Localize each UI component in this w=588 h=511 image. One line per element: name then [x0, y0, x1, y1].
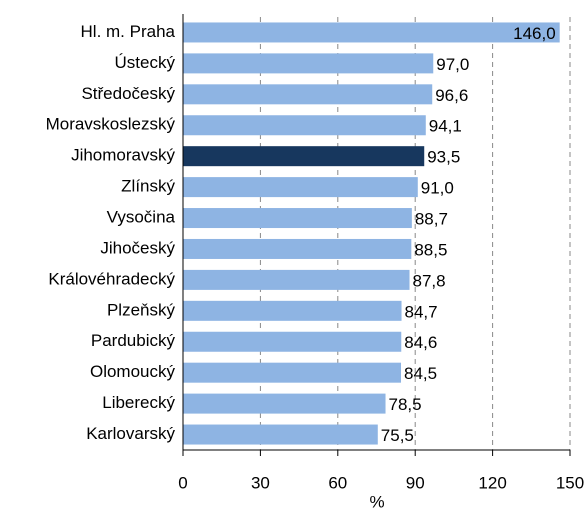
x-axis-label: % — [369, 492, 384, 511]
bar — [183, 208, 412, 229]
y-tick-label: Pardubický — [91, 331, 176, 350]
y-tick-label: Moravskoslezský — [46, 115, 176, 134]
value-label: 97,0 — [436, 55, 469, 74]
bar — [183, 238, 412, 259]
bar — [183, 84, 433, 105]
bar — [183, 362, 402, 383]
bar — [183, 177, 418, 198]
value-label: 78,5 — [389, 395, 422, 414]
value-label: 96,6 — [435, 86, 468, 105]
x-tick-label: 90 — [406, 473, 425, 492]
y-tick-label: Jihomoravský — [71, 146, 175, 165]
x-tick-label: 0 — [178, 473, 187, 492]
y-tick-label: Královéhradecký — [48, 269, 175, 288]
bar — [183, 146, 425, 167]
bar — [183, 53, 434, 74]
y-tick-label: Liberecký — [102, 393, 175, 412]
y-tick-label: Karlovarský — [86, 424, 175, 443]
bar — [183, 300, 402, 321]
x-tick-label: 120 — [478, 473, 506, 492]
bar — [183, 393, 386, 414]
value-label: 146,0 — [513, 24, 556, 43]
bar — [183, 269, 410, 290]
value-label: 94,1 — [429, 117, 462, 136]
y-tick-label: Hl. m. Praha — [81, 22, 176, 41]
y-tick-label: Olomoucký — [90, 362, 176, 381]
y-tick-label: Jihočeský — [100, 238, 175, 257]
value-label: 88,7 — [415, 210, 448, 229]
value-label: 88,5 — [414, 240, 447, 259]
value-label: 84,7 — [405, 302, 438, 321]
value-label: 84,6 — [404, 333, 437, 352]
y-tick-label: Středočeský — [81, 84, 175, 103]
bar — [183, 331, 402, 352]
x-tick-label: 150 — [556, 473, 584, 492]
value-label: 75,5 — [381, 426, 414, 445]
y-tick-label: Zlínský — [121, 177, 175, 196]
bar — [183, 115, 426, 136]
value-label: 87,8 — [413, 271, 446, 290]
y-tick-label: Plzeňský — [107, 300, 176, 319]
bar — [183, 22, 560, 43]
y-tick-label: Vysočina — [107, 208, 176, 227]
y-tick-label: Ústecký — [115, 53, 176, 72]
value-label: 93,5 — [427, 148, 460, 167]
x-tick-label: 30 — [251, 473, 270, 492]
value-label: 91,0 — [421, 179, 454, 198]
bar — [183, 424, 378, 445]
value-label: 84,5 — [404, 364, 437, 383]
x-tick-label: 60 — [328, 473, 347, 492]
